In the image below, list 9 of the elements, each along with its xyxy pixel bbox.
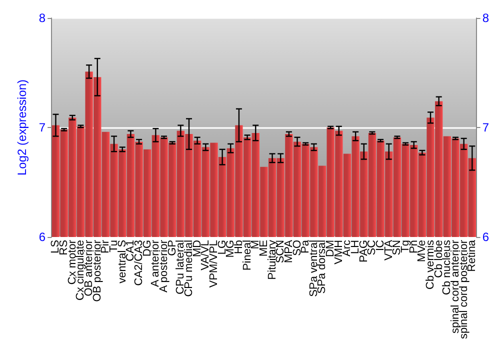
y-tick-label: 7 [38,120,46,134]
y2-tick-label: 8 [482,11,490,25]
x-tick-label: Retina [466,239,478,272]
y2-tick-label: 7 [482,120,490,134]
y-tick-label: 8 [38,11,46,25]
y2-tick-label: 6 [482,230,490,244]
y-axis-title: Log2 (expression) [15,79,29,176]
x-tick-label: Tg [400,240,412,253]
y-tick-label: 6 [38,230,46,244]
